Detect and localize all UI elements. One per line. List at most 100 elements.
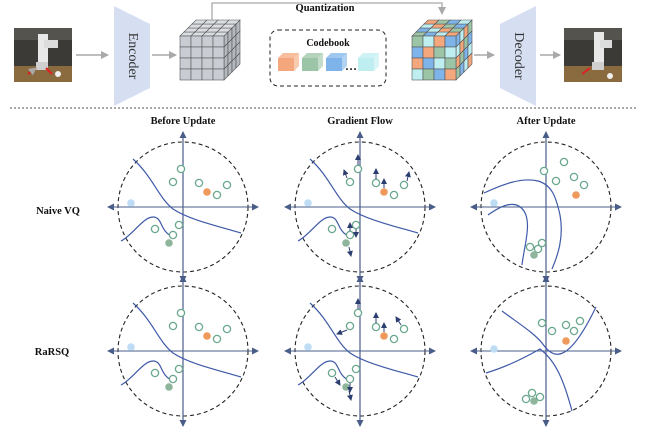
decoder-block: Decoder (500, 6, 536, 106)
codeword-point (212, 190, 222, 200)
codebook-vector-side (294, 53, 299, 71)
encoded-latent-point (530, 397, 538, 405)
codeword-point (150, 224, 160, 234)
output-robot-image (564, 28, 622, 82)
codeword-point (176, 164, 186, 174)
codeword-point (575, 316, 585, 326)
voronoi-boundary (309, 302, 419, 378)
cube-front-cell (212, 57, 225, 70)
codeword-point (353, 164, 363, 174)
panel-naive-vq-gradient-flow (284, 131, 436, 283)
codeword-point (389, 190, 399, 200)
cube-front-cell (444, 35, 457, 48)
cube-front-cell (422, 35, 435, 48)
cube-front-cell (411, 35, 424, 48)
codeword-point (525, 242, 535, 252)
codeword-point (535, 392, 545, 402)
encoder-block: Encoder (114, 6, 150, 106)
input-latent-point (304, 199, 312, 207)
codeword-point (533, 244, 543, 254)
codeword-point (150, 368, 160, 378)
cube-front-cell (201, 46, 214, 59)
codeword-point (168, 374, 178, 384)
codebook-ellipsis: … (345, 59, 357, 73)
codeword-point (547, 326, 557, 336)
latent-feature-cube (179, 19, 241, 81)
encoder-label: Encoder (125, 33, 140, 80)
cube-front-cell (422, 57, 435, 70)
codebook-label: Codebook (306, 38, 350, 49)
cube-front-cell (179, 35, 192, 48)
codeword-point (345, 321, 355, 331)
codeword-point (212, 334, 222, 344)
codeword-point (579, 180, 589, 190)
cube-front-cell (201, 68, 214, 81)
cube-front-cell (179, 46, 192, 59)
codeword-point (569, 326, 579, 336)
cube-front-cell (433, 46, 446, 59)
codebook-vector (358, 58, 374, 71)
panel-naive-vq-after-update (470, 131, 622, 283)
codeword-point (174, 220, 184, 230)
cube-front-cell (433, 68, 446, 81)
encoded-latent-point (342, 383, 350, 391)
voronoi-boundary (501, 306, 597, 355)
gradient-arrow (346, 390, 353, 401)
cube-front-cell (433, 35, 446, 48)
cube-front-cell (411, 68, 424, 81)
codebook-vector-side (374, 53, 379, 71)
codeword-point (569, 172, 579, 182)
column-title-before-update: Before Update (151, 116, 216, 127)
encoded-latent-point (165, 383, 173, 391)
cube-front-cell (422, 46, 435, 59)
panel-rarsq-before-update (107, 275, 259, 427)
cube-front-cell (190, 57, 203, 70)
codebook-vector-top (358, 53, 379, 58)
codeword-point (345, 230, 355, 240)
quantized-feature-cube (411, 19, 473, 81)
codeword-point (194, 178, 204, 188)
voronoi-boundary (132, 302, 242, 378)
voronoi-boundary (483, 179, 562, 270)
input-latent-point (490, 345, 498, 353)
codeword-point (168, 321, 178, 331)
quantization-label: Quantization (296, 3, 355, 14)
codebook-vectors (278, 53, 379, 71)
voronoi-boundary (487, 203, 529, 266)
codeword-point (561, 320, 571, 330)
codeword-point (351, 220, 361, 230)
codeword-point (559, 157, 569, 167)
cube-top-cell (224, 19, 241, 25)
panel-naive-vq-before-update (107, 131, 259, 283)
codeword-point (353, 308, 363, 318)
input-latent-point (127, 199, 135, 207)
cube-front-cell (201, 57, 214, 70)
cube-front-cell (444, 68, 457, 81)
cube-front-cell (212, 46, 225, 59)
cube-front-cell (212, 68, 225, 81)
codeword-point (551, 176, 561, 186)
panel-rarsq-gradient-flow (284, 275, 436, 427)
codeword-point (222, 324, 232, 334)
column-title-after-update: After Update (516, 116, 575, 127)
codeword-point (327, 224, 337, 234)
codeword-point (399, 180, 409, 190)
codebook-vector-top (302, 53, 323, 58)
selected-codeword-point (380, 188, 388, 196)
codeword-point (194, 322, 204, 332)
cube-front-cell (411, 46, 424, 59)
cube-front-cell (411, 57, 424, 70)
codeword-point (174, 364, 184, 374)
codeword-point (537, 238, 547, 248)
cube-front-cell (444, 46, 457, 59)
codeword-point (176, 308, 186, 318)
codeword-point (345, 374, 355, 384)
gradient-arrow (395, 316, 402, 326)
gradient-arrow (336, 329, 348, 335)
cube-front-cell (212, 35, 225, 48)
latent-space-panels (107, 131, 622, 427)
encoded-latent-point (165, 239, 173, 247)
selected-codeword-point (572, 191, 580, 199)
